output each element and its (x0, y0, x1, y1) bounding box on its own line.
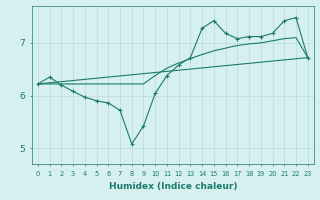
X-axis label: Humidex (Indice chaleur): Humidex (Indice chaleur) (108, 183, 237, 192)
